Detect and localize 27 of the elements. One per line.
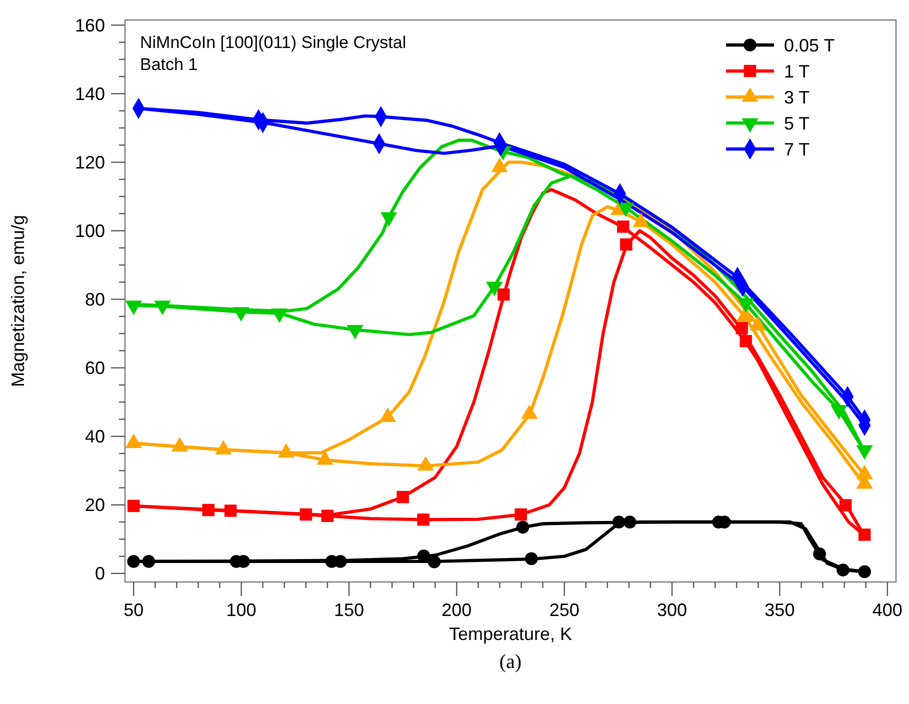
y-axis-title: Magnetization, emu/g xyxy=(8,214,28,388)
legend-label: 5 T xyxy=(784,113,810,134)
y-tick-label: 100 xyxy=(74,221,105,242)
x-tick-label: 150 xyxy=(334,600,364,620)
y-tick-label: 40 xyxy=(84,426,105,447)
x-tick-label: 350 xyxy=(764,600,795,620)
x-tick-label: 50 xyxy=(124,600,144,620)
text: (a) xyxy=(499,651,522,673)
text: Batch 1 xyxy=(140,55,198,74)
legend-label: 1 T xyxy=(784,61,810,82)
y-tick-label: 160 xyxy=(74,15,105,36)
x-tick-label: 200 xyxy=(442,600,472,620)
x-tick-label: 250 xyxy=(549,600,580,620)
y-tick-label: 140 xyxy=(74,84,105,104)
x-axis-title: Temperature, K xyxy=(448,624,572,644)
y-tick-label: 60 xyxy=(84,358,105,378)
legend-label: 7 T xyxy=(784,139,810,160)
y-tick-label: 20 xyxy=(84,495,105,516)
y-tick-label: 120 xyxy=(74,152,105,173)
x-tick-label: 300 xyxy=(657,600,688,620)
x-tick-label: 100 xyxy=(226,600,256,620)
y-tick-label: 0 xyxy=(94,564,105,584)
legend-label: 3 T xyxy=(784,87,810,108)
y-tick-label: 80 xyxy=(84,290,105,310)
x-tick-label: 400 xyxy=(872,600,902,620)
legend-label: 0.05 T xyxy=(784,35,835,56)
text: NiMnCoIn [100](011) Single Crystal xyxy=(140,33,406,52)
